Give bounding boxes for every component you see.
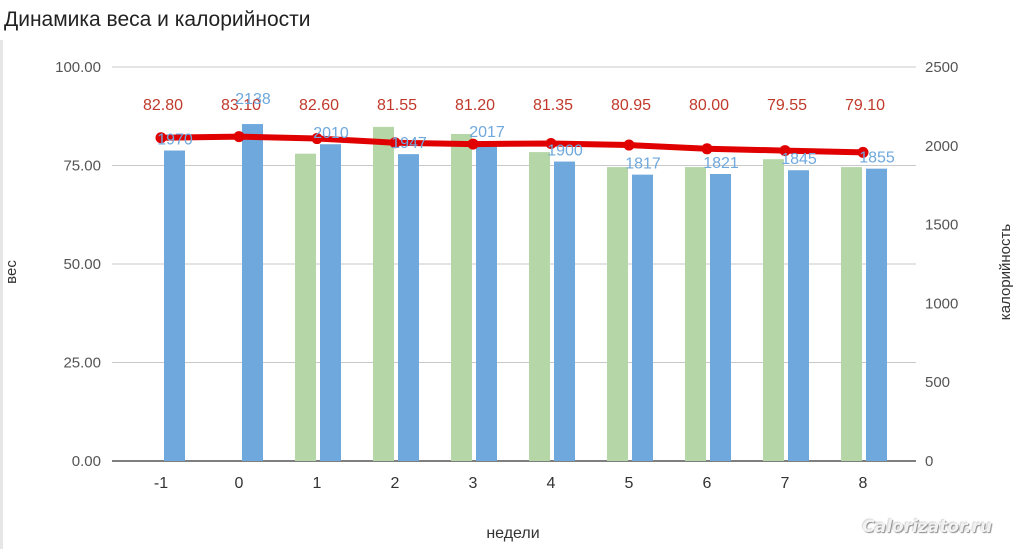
- calorie-data-label: 1855: [859, 150, 895, 167]
- weight-data-label: 80.00: [689, 97, 729, 114]
- weight-data-label: 79.10: [845, 97, 885, 114]
- y-tick-label: 25.00: [63, 355, 101, 372]
- calorie-bar: [164, 150, 185, 461]
- green-bar: [451, 133, 472, 462]
- calorie-bar: [632, 174, 653, 461]
- x-tick-label: 3: [469, 475, 478, 492]
- calorie-bar: [866, 168, 887, 462]
- calorie-bar: [476, 143, 497, 462]
- green-bar: [685, 167, 706, 462]
- y2-tick-label: 0: [925, 453, 933, 470]
- weight-data-label: 81.35: [533, 97, 573, 114]
- line-layer: [155, 131, 869, 158]
- green-bar: [607, 167, 628, 462]
- y2-tick-label: 1500: [925, 217, 958, 234]
- left-edge-rail: [0, 40, 3, 549]
- x-tick-label: -1: [154, 475, 168, 492]
- x-tick-label: 1: [313, 475, 322, 492]
- y2-tick-label: 2500: [925, 59, 958, 76]
- weight-data-label: 79.55: [767, 97, 807, 114]
- x-tick-label: 2: [391, 475, 400, 492]
- axis-layer: вес калорийность недели 0.0025.0050.0075…: [3, 59, 1014, 542]
- calorie-data-label: 1817: [625, 156, 661, 173]
- weight-point: [545, 137, 557, 149]
- weight-data-label: 81.20: [455, 97, 495, 114]
- weight-point: [467, 138, 479, 150]
- y2-axis-title: калорийность: [997, 224, 1014, 321]
- weight-point: [389, 137, 401, 149]
- x-tick-label: 4: [547, 475, 556, 492]
- y-tick-label: 100.00: [55, 59, 101, 76]
- weight-point: [857, 146, 869, 158]
- label-layer: 82.80 83.10 82.60 81.55 81.20 81.35 80.95 80.00…: [143, 91, 895, 173]
- calorie-bar: [398, 154, 419, 461]
- y-tick-label: 0.00: [72, 453, 101, 470]
- watermark-logo: Calorizator.ru: [862, 517, 992, 537]
- calorie-bar: [242, 124, 263, 461]
- weight-point: [779, 145, 791, 157]
- chart-title: Динамика веса и калорийности: [4, 8, 311, 31]
- calorie-data-label: 2138: [235, 91, 271, 108]
- x-tick-label: 7: [781, 475, 790, 492]
- x-tick-label: 6: [703, 475, 712, 492]
- weight-data-label: 82.80: [143, 97, 183, 114]
- y-tick-label: 50.00: [63, 256, 101, 273]
- calorie-data-label: 2010: [313, 125, 349, 142]
- weight-point: [623, 139, 635, 151]
- weight-point: [233, 131, 245, 143]
- y2-tick-label: 2000: [925, 138, 958, 155]
- y2-tick-label: 1000: [925, 295, 958, 312]
- green-bar: [373, 126, 394, 461]
- y2-tick-label: 500: [925, 374, 950, 391]
- weight-point: [311, 133, 323, 145]
- green-bar: [295, 153, 316, 461]
- calorie-data-label: 1900: [547, 143, 583, 160]
- calorie-data-label: 1970: [157, 132, 193, 149]
- calorie-data-label: 1947: [391, 135, 427, 152]
- x-axis-title: недели: [486, 525, 539, 542]
- weight-data-label: 80.95: [611, 97, 651, 114]
- x-tick-label: 5: [625, 475, 634, 492]
- calorie-bar: [788, 170, 809, 461]
- weight-point: [701, 143, 713, 155]
- green-bar: [763, 159, 784, 462]
- calorie-bar: [320, 144, 341, 461]
- calorie-bar: [554, 161, 575, 461]
- weight-line: [158, 133, 866, 156]
- calorie-data-label: 1821: [703, 155, 739, 172]
- x-tick-label: 8: [859, 475, 868, 492]
- calorie-bar: [710, 174, 731, 461]
- y-axis-title: вес: [3, 260, 20, 284]
- x-tick-label: 0: [235, 475, 244, 492]
- weight-data-label: 81.55: [377, 97, 417, 114]
- weight-data-label: 83.10: [221, 97, 261, 114]
- green-bar: [529, 152, 550, 461]
- calorie-data-label: 2017: [469, 124, 505, 141]
- bar-layer: [164, 124, 887, 462]
- y-tick-label: 75.00: [63, 158, 101, 175]
- weight-point: [155, 132, 167, 144]
- calorie-data-label: 1845: [781, 151, 817, 168]
- green-bar: [841, 167, 862, 462]
- weight-data-label: 82.60: [299, 97, 339, 114]
